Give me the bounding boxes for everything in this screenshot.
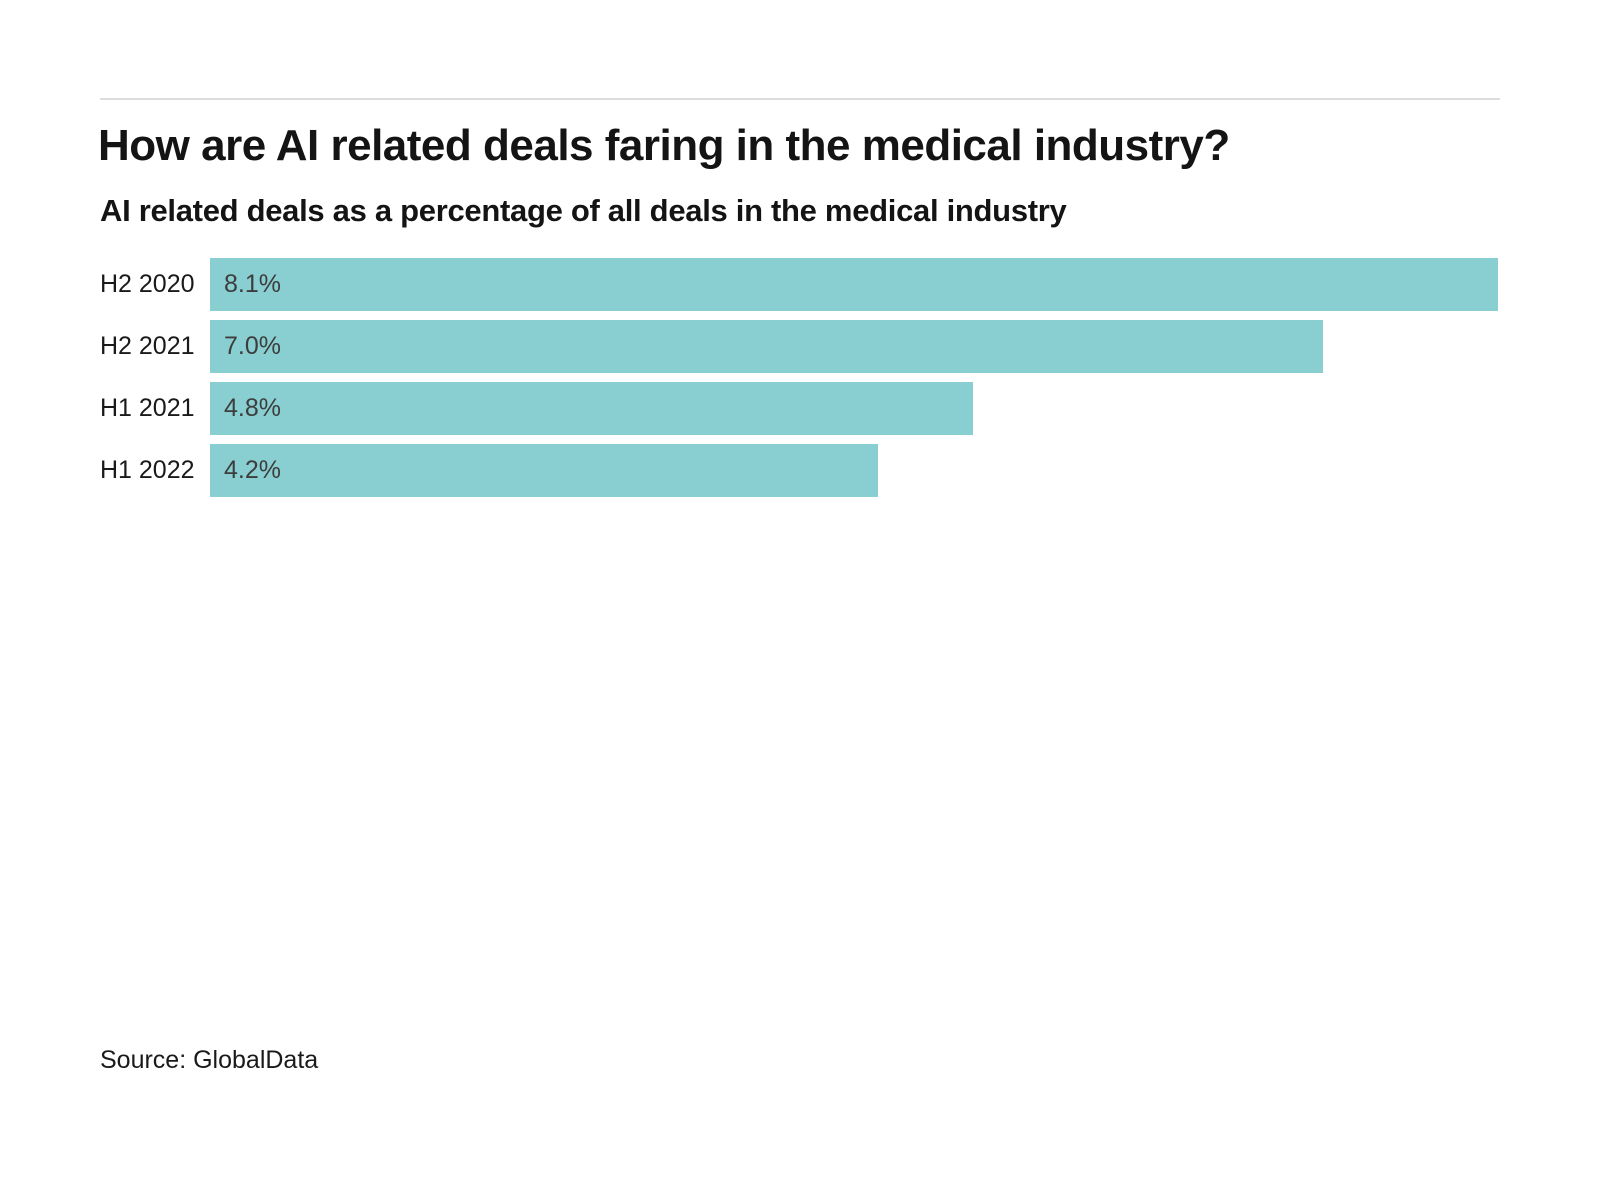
category-label: H2 2021 xyxy=(100,332,195,360)
bar-track: 4.8% xyxy=(210,382,1498,435)
bar-track: 7.0% xyxy=(210,320,1498,373)
page-title: How are AI related deals faring in the m… xyxy=(98,121,1230,170)
chart-subtitle: AI related deals as a percentage of all … xyxy=(100,193,1067,228)
bar: 7.0% xyxy=(210,320,1324,373)
value-label: 4.8% xyxy=(224,394,281,422)
bar: 4.2% xyxy=(210,444,878,497)
category-label: H1 2021 xyxy=(100,394,195,422)
value-label: 7.0% xyxy=(224,332,281,360)
bar-chart: H2 2020 8.1% H2 2021 7.0% H1 2021 4.8% H1 2022… xyxy=(100,258,1498,506)
chart-row: H1 2022 4.2% xyxy=(100,444,1498,497)
top-divider xyxy=(100,98,1500,100)
chart-row: H2 2021 7.0% xyxy=(100,320,1498,373)
bar-track: 4.2% xyxy=(210,444,1498,497)
category-label: H2 2020 xyxy=(100,270,195,298)
source-note: Source: GlobalData xyxy=(100,1046,319,1074)
value-label: 8.1% xyxy=(224,270,281,298)
bar-track: 8.1% xyxy=(210,258,1498,311)
bar: 8.1% xyxy=(210,258,1498,311)
chart-row: H1 2021 4.8% xyxy=(100,382,1498,435)
category-label: H1 2022 xyxy=(100,456,195,484)
bar: 4.8% xyxy=(210,382,974,435)
value-label: 4.2% xyxy=(224,456,281,484)
chart-row: H2 2020 8.1% xyxy=(100,258,1498,311)
